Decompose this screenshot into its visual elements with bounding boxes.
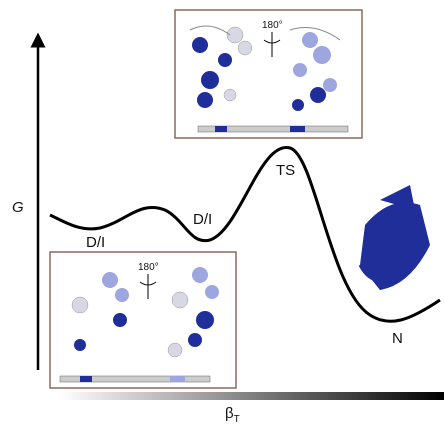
state-label: N bbox=[392, 330, 403, 347]
state-label: D/I bbox=[86, 234, 105, 251]
energy-curve bbox=[49, 146, 441, 323]
native-protein bbox=[358, 185, 430, 290]
beta-gradient bbox=[60, 392, 444, 400]
x-label: βT bbox=[225, 405, 240, 425]
state-label: TS bbox=[276, 162, 295, 179]
state-label: D/I bbox=[193, 211, 212, 228]
y-label: G bbox=[12, 199, 24, 216]
rotation-label: 180° bbox=[138, 262, 159, 273]
rotation-label: 180° bbox=[262, 20, 283, 31]
ts-inset: 180° bbox=[174, 9, 363, 139]
di-inset: 180° bbox=[49, 251, 237, 389]
